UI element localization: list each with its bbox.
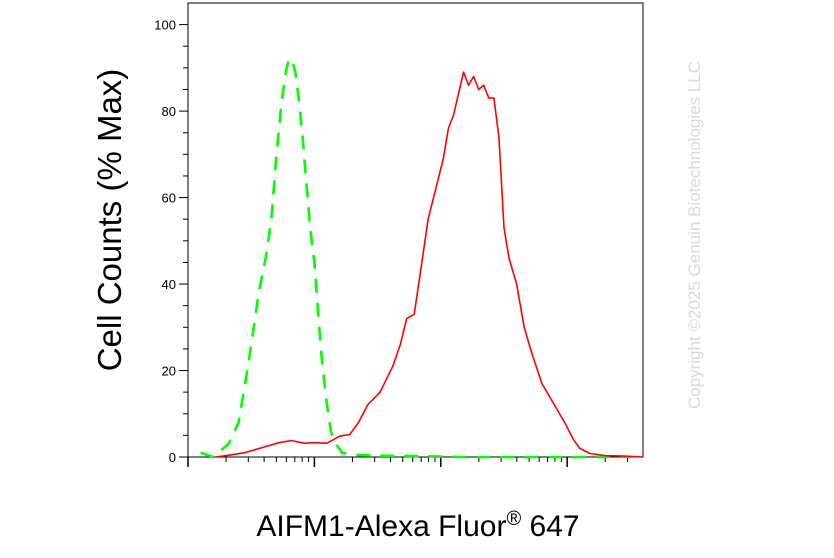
x-axis-label-main: AIFM1-Alexa Fluor	[256, 510, 507, 543]
series-line-sample	[215, 71, 644, 458]
y-axis: 0 20 40 60 80 100	[154, 18, 188, 465]
series-layer	[200, 57, 644, 459]
plot-border	[187, 2, 644, 458]
x-axis-label-sup: ®	[506, 508, 522, 530]
x-axis-label: AIFM1-Alexa Fluor® 647	[256, 508, 579, 544]
y-tick-label: 60	[162, 191, 176, 206]
plot-frame	[187, 2, 644, 458]
series-line-isotype-control	[200, 57, 631, 459]
y-axis-label: Cell Counts (% Max)	[91, 68, 128, 372]
y-tick-label: 100	[154, 18, 176, 33]
x-axis	[187, 457, 628, 467]
x-axis-label-tail: 647	[521, 510, 580, 543]
y-tick-label: 20	[162, 364, 176, 379]
y-tick-label: 0	[169, 450, 176, 465]
y-tick-label: 80	[162, 104, 176, 119]
y-tick-label: 40	[162, 277, 176, 292]
copyright-watermark: Copyright ©2025 Genuin Biotechnologies L…	[685, 60, 704, 410]
